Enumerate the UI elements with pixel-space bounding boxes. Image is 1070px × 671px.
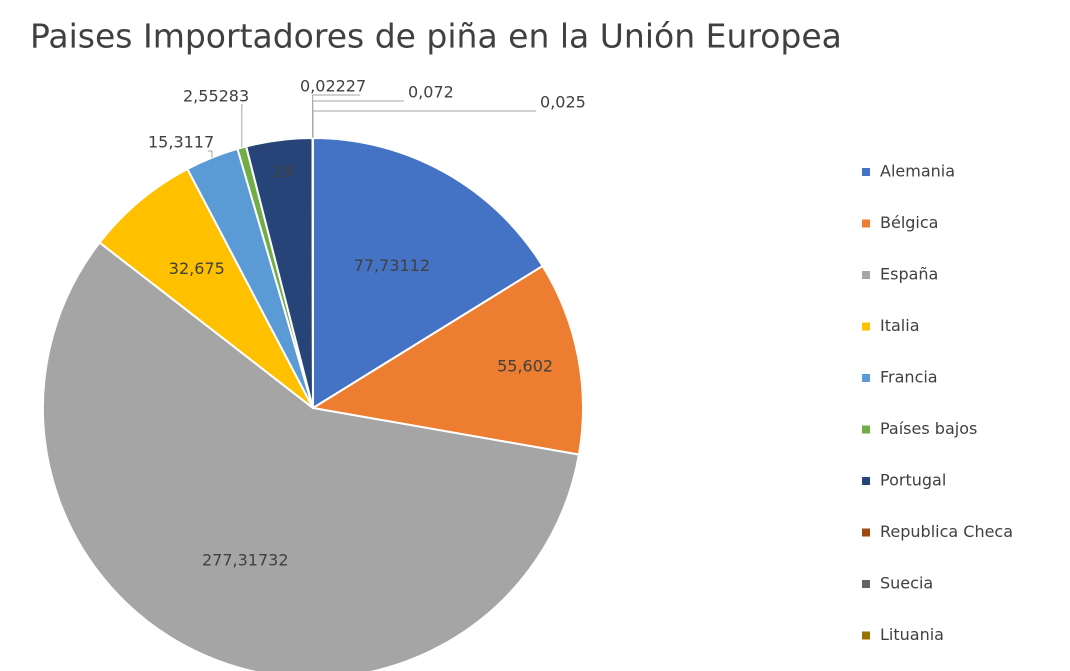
- legend-label: Francia: [880, 368, 938, 387]
- data-label: 2,55283: [183, 87, 249, 106]
- legend-label: Alemania: [880, 162, 955, 181]
- legend-swatch: [862, 168, 870, 176]
- legend-swatch: [862, 374, 870, 382]
- data-label: 0,025: [540, 93, 586, 112]
- data-label: 0,072: [408, 83, 454, 102]
- legend-label: Países bajos: [880, 419, 977, 438]
- legend-label: Portugal: [880, 471, 946, 490]
- data-label: 32,675: [169, 259, 225, 278]
- data-label: 277,31732: [202, 551, 289, 570]
- chart-title: Paises Importadores de piña en la Unión …: [30, 17, 842, 56]
- legend-swatch: [862, 271, 870, 279]
- legend-swatch: [862, 477, 870, 485]
- legend-label: Italia: [880, 316, 920, 335]
- legend-label: Bélgica: [880, 213, 938, 232]
- leader-line: [241, 104, 243, 148]
- leader-line: [208, 150, 213, 158]
- data-label: 0,02227: [300, 77, 366, 96]
- legend-swatch: [862, 528, 870, 537]
- leader-line: [312, 100, 404, 139]
- data-label: 77,73112: [354, 256, 430, 275]
- pie-slice: [42, 241, 581, 671]
- pie-slice: [312, 136, 544, 410]
- data-label: 19: [273, 162, 293, 181]
- legend-swatch: [862, 631, 870, 640]
- pie-slice: [98, 167, 314, 409]
- data-label: 15,3117: [148, 133, 214, 152]
- data-label: 55,602: [497, 357, 553, 376]
- legend-label: España: [880, 265, 938, 284]
- legend-swatch: [862, 580, 870, 588]
- legend-label: Republica Checa: [880, 522, 1013, 541]
- legend-swatch: [862, 425, 870, 434]
- legend-swatch: [862, 322, 870, 331]
- legend-label: Lituania: [880, 625, 944, 644]
- legend-swatch: [862, 219, 870, 228]
- legend-label: Suecia: [880, 574, 933, 593]
- pie-slice: [310, 264, 584, 456]
- leader-line: [312, 110, 536, 138]
